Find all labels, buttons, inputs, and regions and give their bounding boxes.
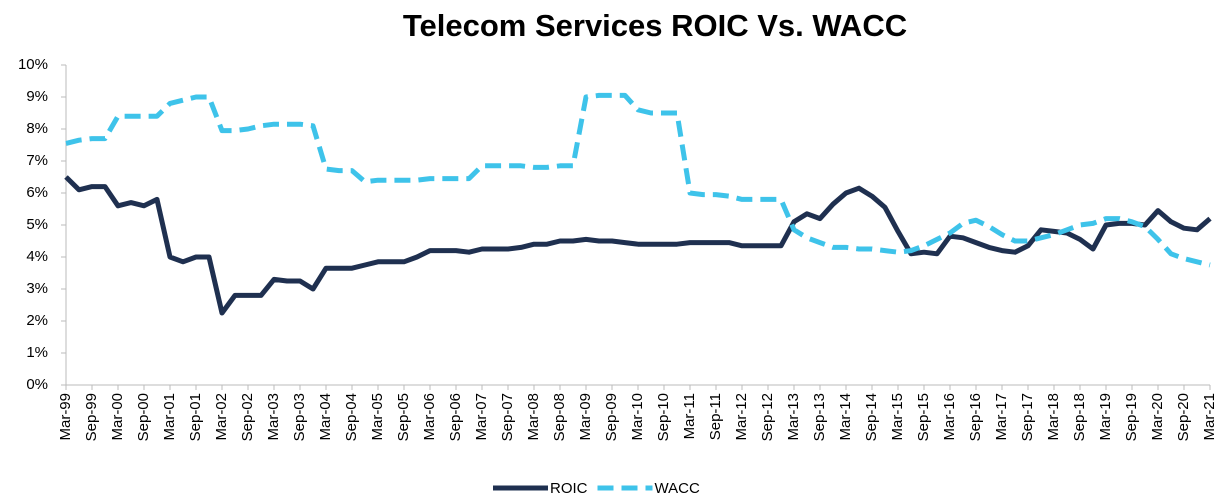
x-tick-label: Mar-13	[785, 393, 802, 441]
x-tick-label: Mar-07	[473, 393, 490, 441]
x-tick-label: Sep-99	[83, 393, 100, 441]
x-tick-label: Mar-15	[889, 393, 906, 441]
x-tick-label: Mar-03	[265, 393, 282, 441]
y-tick-label: 6%	[26, 184, 48, 201]
x-tick-label: Sep-19	[1123, 393, 1140, 441]
x-tick-label: Sep-18	[1071, 393, 1088, 441]
x-tick-label: Mar-08	[525, 393, 542, 441]
x-tick-label: Sep-13	[811, 393, 828, 441]
x-tick-label: Mar-14	[837, 393, 854, 441]
x-tick-label: Mar-99	[57, 393, 74, 441]
x-tick-label: Sep-05	[395, 393, 412, 441]
x-tick-label: Sep-07	[499, 393, 516, 441]
x-tick-label: Mar-11	[681, 393, 698, 439]
legend-label: WACC	[655, 480, 700, 497]
x-tick-label: Sep-10	[655, 393, 672, 441]
x-tick-label: Sep-04	[343, 393, 360, 441]
x-tick-label: Mar-00	[109, 393, 126, 441]
x-tick-label: Mar-01	[161, 393, 178, 441]
y-tick-label: 0%	[26, 376, 48, 393]
x-tick-label: Mar-09	[577, 393, 594, 441]
x-tick-label: Sep-16	[967, 393, 984, 441]
x-tick-label: Mar-17	[993, 393, 1010, 441]
x-tick-label: Sep-03	[291, 393, 308, 441]
y-tick-label: 5%	[26, 216, 48, 233]
chart-title: Telecom Services ROIC Vs. WACC	[403, 8, 907, 43]
y-tick-label: 3%	[26, 280, 48, 297]
x-tick-label: Sep-20	[1175, 393, 1192, 441]
x-tick-label: Sep-02	[239, 393, 256, 441]
x-tick-label: Mar-10	[629, 393, 646, 441]
x-tick-label: Mar-18	[1045, 393, 1062, 441]
x-tick-label: Mar-05	[369, 393, 386, 441]
y-tick-label: 8%	[26, 120, 48, 137]
x-tick-label: Sep-12	[759, 393, 776, 441]
x-tick-label: Mar-19	[1097, 393, 1114, 441]
x-tick-label: Mar-20	[1149, 393, 1166, 441]
x-tick-label: Sep-00	[135, 393, 152, 441]
x-tick-label: Mar-16	[941, 393, 958, 441]
series-line	[65, 92, 1211, 268]
x-tick-label: Sep-09	[603, 393, 620, 441]
x-tick-label: Mar-06	[421, 393, 438, 441]
x-tick-label: Sep-08	[551, 393, 568, 441]
y-tick-label: 2%	[26, 312, 48, 329]
x-tick-label: Mar-04	[317, 393, 334, 441]
x-tick-label: Sep-15	[915, 393, 932, 441]
x-tick-label: Mar-12	[733, 393, 750, 441]
x-tick-label: Sep-01	[187, 393, 204, 441]
x-tick-label: Mar-21	[1201, 393, 1218, 441]
legend-label: ROIC	[550, 480, 588, 497]
x-tick-label: Mar-02	[213, 393, 230, 441]
x-tick-label: Sep-14	[863, 393, 880, 441]
x-tick-label: Sep-11	[707, 393, 724, 440]
y-tick-label: 7%	[26, 152, 48, 169]
y-tick-label: 4%	[26, 248, 48, 265]
y-tick-label: 1%	[26, 344, 48, 361]
x-tick-label: Sep-06	[447, 393, 464, 441]
series-line	[64, 175, 1212, 316]
y-tick-label: 9%	[26, 88, 48, 105]
y-tick-label: 10%	[18, 56, 48, 73]
x-tick-label: Sep-17	[1019, 393, 1036, 441]
